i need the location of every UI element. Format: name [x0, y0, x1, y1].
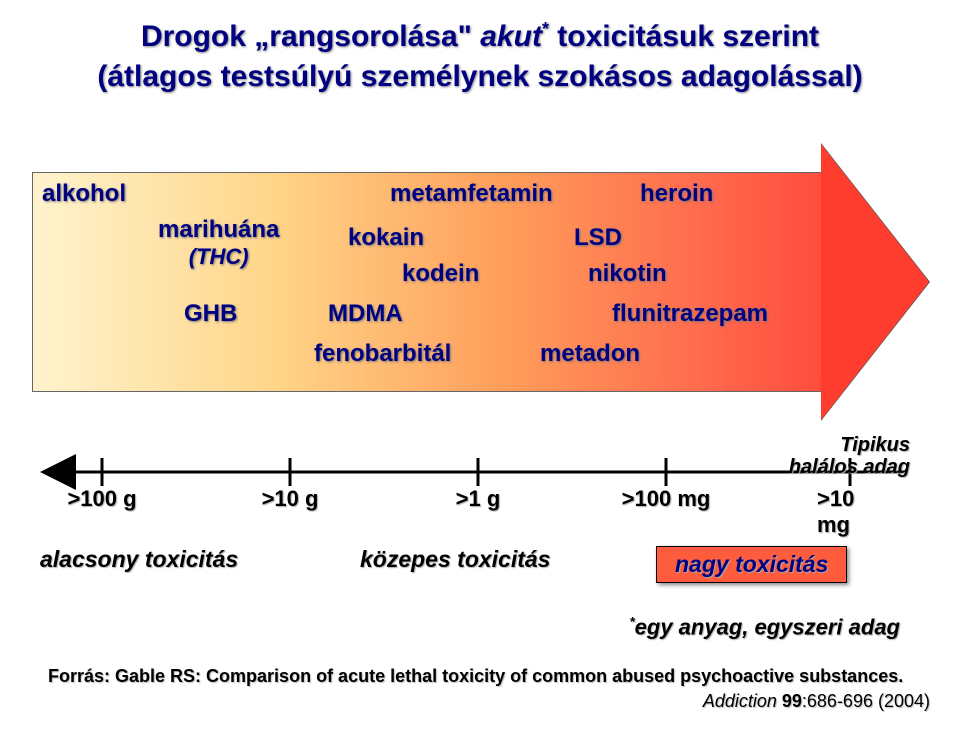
title-line-1: Drogok „rangsorolása" akut* toxicitásuk …: [0, 18, 960, 56]
toxicity-arrow: alkohol marihuána(THC) GHB metamfetamin koka…: [32, 172, 932, 392]
drug-metamfetamin: metamfetamin: [390, 180, 553, 208]
source-main: Gable RS: Comparison of acute lethal tox…: [115, 666, 903, 686]
axis-tick-3: >100 mg: [622, 486, 711, 512]
typical-l2: halálos adag: [789, 456, 910, 478]
source-citation: Forrás: Gable RS: Comparison of acute le…: [48, 666, 930, 712]
source-vol: 99: [782, 691, 802, 711]
drug-alkohol: alkohol: [42, 180, 126, 208]
drug-mdma: MDMA: [328, 300, 403, 328]
title-star: *: [542, 19, 549, 39]
category-mid: közepes toxicitás: [360, 546, 550, 573]
source-pages: :686-696 (2004): [802, 691, 930, 711]
drug-fenobarbital: fenobarbitál: [314, 340, 451, 368]
dose-axis: Tipikus halálos adag >100 g >10 g >1 g >100…: [36, 434, 916, 544]
title-part-c: toxicitásuk szerint: [549, 20, 819, 53]
category-low: alacsony toxicitás: [40, 546, 238, 573]
drug-heroin: heroin: [640, 180, 713, 208]
footnote: *egy anyag, egyszeri adag: [630, 614, 900, 640]
axis-tick-0: >100 g: [67, 486, 136, 512]
drug-kodein: kodein: [402, 260, 479, 288]
source-prefix: Forrás:: [48, 666, 115, 686]
title-part-a: Drogok „rangsorolása": [141, 20, 480, 53]
footnote-text: egy anyag, egyszeri adag: [635, 614, 900, 639]
arrow-head: [821, 144, 929, 420]
axis-tick-1: >10 g: [262, 486, 319, 512]
drug-metadon: metadon: [540, 340, 640, 368]
source-journal: Addiction: [703, 691, 782, 711]
axis-tick-4: >10 mg: [817, 486, 883, 538]
drug-ghb: GHB: [184, 300, 237, 328]
title-akut: akut: [480, 20, 542, 53]
title-line-2: (átlagos testsúlyú személynek szokásos a…: [0, 58, 960, 96]
drug-marihuana: marihuána(THC): [158, 216, 279, 270]
typical-lethal-dose-label: Tipikus halálos adag: [789, 434, 910, 478]
drug-flunitrazepam: flunitrazepam: [612, 300, 768, 328]
drug-nikotin: nikotin: [588, 260, 667, 288]
drug-marihuana-sub: (THC): [158, 244, 279, 270]
category-high: nagy toxicitás: [656, 546, 847, 583]
drug-kokain: kokain: [348, 224, 424, 252]
typical-l1: Tipikus: [840, 434, 910, 456]
drug-lsd: LSD: [574, 224, 622, 252]
axis-tick-2: >1 g: [456, 486, 501, 512]
